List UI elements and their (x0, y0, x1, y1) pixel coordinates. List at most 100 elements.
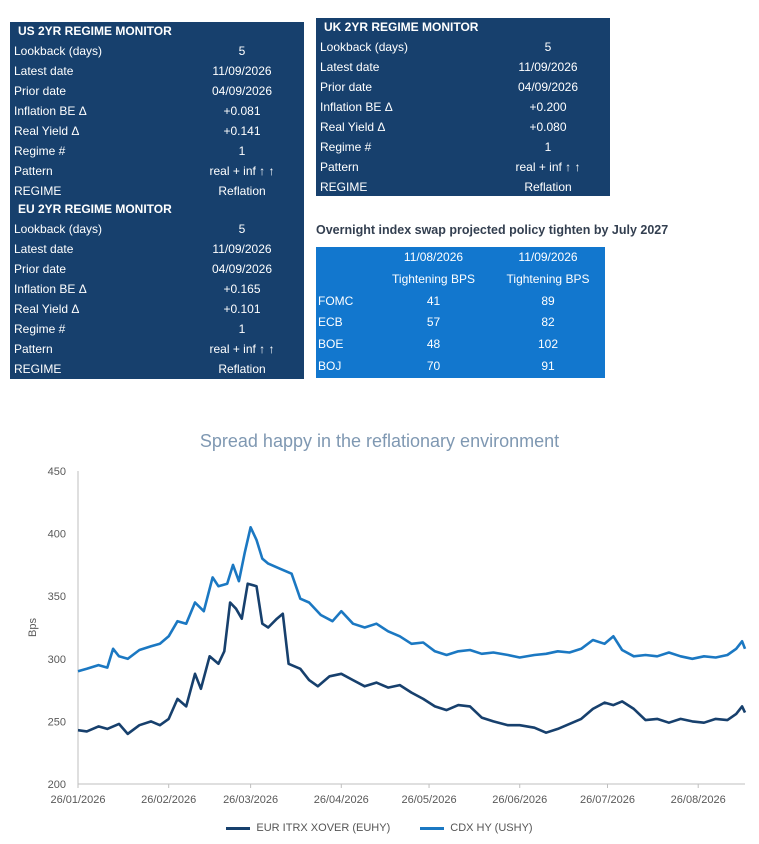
us-monitor-row: REGIME Reflation (10, 181, 304, 201)
us-monitor-value: +0.141 (223, 124, 261, 138)
y-tick-label: 450 (48, 466, 66, 478)
eu-regime-monitor: EU 2YR REGIME MONITOR Lookback (days) 5 La… (10, 200, 304, 379)
x-tick-label: 26/02/2026 (141, 794, 196, 806)
us-monitor-row: Regime # 1 (10, 141, 304, 161)
eu-monitor-label: Lookback (days) (14, 222, 103, 236)
eu-monitor-row: Lookback (days) 5 (10, 219, 304, 239)
eu-monitor-label: Regime # (14, 322, 66, 336)
eu-monitor-label: Pattern (14, 342, 53, 356)
eu-monitor-value: 04/09/2026 (211, 262, 273, 276)
us-monitor-title: US 2YR REGIME MONITOR (18, 24, 172, 38)
uk-monitor-value: 04/09/2026 (517, 80, 579, 94)
ois-value-1: 41 (426, 293, 441, 308)
ois-value-2: 82 (541, 315, 555, 330)
ois-bank: BOE (318, 337, 344, 352)
ois-value-2: 91 (541, 358, 555, 373)
us-monitor-row: Inflation BE Δ +0.081 (10, 101, 304, 121)
uk-monitor-row: Latest date 11/09/2026 (316, 57, 610, 77)
uk-monitor-value: 5 (544, 40, 552, 54)
uk-monitor-label: Inflation BE Δ (320, 100, 393, 114)
ois-value-2: 89 (541, 293, 555, 308)
x-tick-label: 26/01/2026 (50, 794, 105, 806)
ois-header-date-2: 11/09/2026 (518, 250, 578, 264)
ois-row: ECB 57 82 (316, 312, 605, 334)
us-monitor-label: Inflation BE Δ (14, 104, 87, 118)
us-monitor-row: Prior date 04/09/2026 (10, 81, 304, 101)
y-tick-label: 200 (48, 779, 66, 791)
eu-monitor-label: Latest date (14, 242, 74, 256)
ois-row: FOMC 41 89 (316, 291, 605, 313)
uk-regime-monitor: UK 2YR REGIME MONITOR Lookback (days) 5 La… (316, 18, 610, 196)
legend-label-ushy: CDX HY (USHY) (450, 822, 533, 834)
uk-monitor-label: REGIME (320, 180, 368, 194)
uk-monitor-value: 11/09/2026 (518, 60, 578, 74)
us-monitor-value: +0.081 (223, 104, 261, 118)
eu-monitor-row: Inflation BE Δ +0.165 (10, 279, 304, 299)
uk-monitor-row: Real Yield Δ +0.080 (316, 117, 610, 137)
eu-monitor-label: Inflation BE Δ (14, 282, 87, 296)
uk-monitor-value: +0.200 (529, 100, 567, 114)
ois-header-unit-2: Tightening BPS (506, 271, 590, 286)
ois-row: BOE 48 102 (316, 334, 605, 356)
x-tick-label: 26/03/2026 (223, 794, 278, 806)
us-monitor-label: REGIME (14, 184, 62, 198)
y-tick-label: 250 (48, 716, 66, 728)
uk-monitor-label: Lookback (days) (320, 40, 409, 54)
uk-monitor-rows: Lookback (days) 5 Latest date 11/09/2026 Pri… (316, 37, 610, 197)
us-monitor-label: Latest date (14, 64, 74, 78)
ois-value-1: 57 (426, 315, 441, 330)
us-monitor-row: Lookback (days) 5 (10, 41, 304, 61)
chart-legend: EUR ITRX XOVER (EUHY) CDX HY (USHY) (0, 822, 759, 834)
eu-monitor-value: 5 (238, 222, 246, 236)
x-tick-label: 26/04/2026 (314, 794, 369, 806)
us-monitor-label: Pattern (14, 164, 53, 178)
ois-body: FOMC 41 89 ECB 57 82 BOE 48 102 BOJ 70 91 (316, 291, 605, 378)
us-monitor-label: Regime # (14, 144, 66, 158)
us-monitor-row: Real Yield Δ +0.141 (10, 121, 304, 141)
eu-monitor-value: real + inf ↑ ↑ (209, 342, 275, 356)
series-line-euhy (77, 582, 747, 736)
us-monitor-row: Pattern real + inf ↑ ↑ (10, 161, 304, 181)
ois-value-1: 70 (426, 358, 441, 373)
us-monitor-value: 5 (238, 44, 246, 58)
us-monitor-value: Reflation (218, 184, 266, 198)
uk-monitor-row: Pattern real + inf ↑ ↑ (316, 157, 610, 177)
eu-monitor-label: REGIME (14, 362, 62, 376)
eu-monitor-row: REGIME Reflation (10, 359, 304, 379)
uk-monitor-label: Latest date (320, 60, 380, 74)
uk-monitor-row: Inflation BE Δ +0.200 (316, 97, 610, 117)
y-axis-title: Bps (27, 618, 39, 637)
eu-monitor-label: Prior date (14, 262, 67, 276)
ois-bank: FOMC (318, 293, 354, 308)
uk-monitor-row: Regime # 1 (316, 137, 610, 157)
ois-header-dates: 11/08/2026 11/09/2026 (316, 247, 605, 269)
us-monitor-label: Real Yield Δ (14, 124, 80, 138)
legend-swatch-euhy (226, 826, 251, 830)
uk-monitor-value: real + inf ↑ ↑ (515, 160, 581, 174)
eu-monitor-row: Prior date 04/09/2026 (10, 259, 304, 279)
ois-bank: BOJ (318, 358, 342, 373)
eu-monitor-value: Reflation (218, 362, 266, 376)
y-tick-label: 350 (48, 591, 66, 603)
eu-monitor-value: +0.101 (223, 302, 261, 316)
us-monitor-label: Lookback (days) (14, 44, 103, 58)
x-tick-label: 26/07/2026 (580, 794, 635, 806)
eu-monitor-label: Real Yield Δ (14, 302, 80, 316)
us-monitor-rows: Lookback (days) 5 Latest date 11/09/2026 Pri… (10, 41, 304, 201)
uk-monitor-value: Reflation (524, 180, 572, 194)
uk-monitor-row: Prior date 04/09/2026 (316, 77, 610, 97)
uk-monitor-value: +0.080 (529, 120, 567, 134)
eu-monitor-value: +0.165 (223, 282, 261, 296)
eu-monitor-rows: Lookback (days) 5 Latest date 11/09/2026 Pri… (10, 219, 304, 379)
eu-monitor-row: Real Yield Δ +0.101 (10, 299, 304, 319)
us-monitor-value: 11/09/2026 (212, 64, 272, 78)
legend-label-euhy: EUR ITRX XOVER (EUHY) (256, 822, 391, 834)
legend-swatch-ushy (420, 826, 445, 830)
eu-monitor-row: Pattern real + inf ↑ ↑ (10, 339, 304, 359)
ois-header-date-1: 11/08/2026 (403, 250, 464, 264)
eu-monitor-value: 1 (238, 322, 246, 336)
y-tick-label: 400 (48, 529, 66, 541)
uk-monitor-row: Lookback (days) 5 (316, 37, 610, 57)
x-tick-label: 26/08/2026 (671, 794, 726, 806)
eu-monitor-row: Regime # 1 (10, 319, 304, 339)
